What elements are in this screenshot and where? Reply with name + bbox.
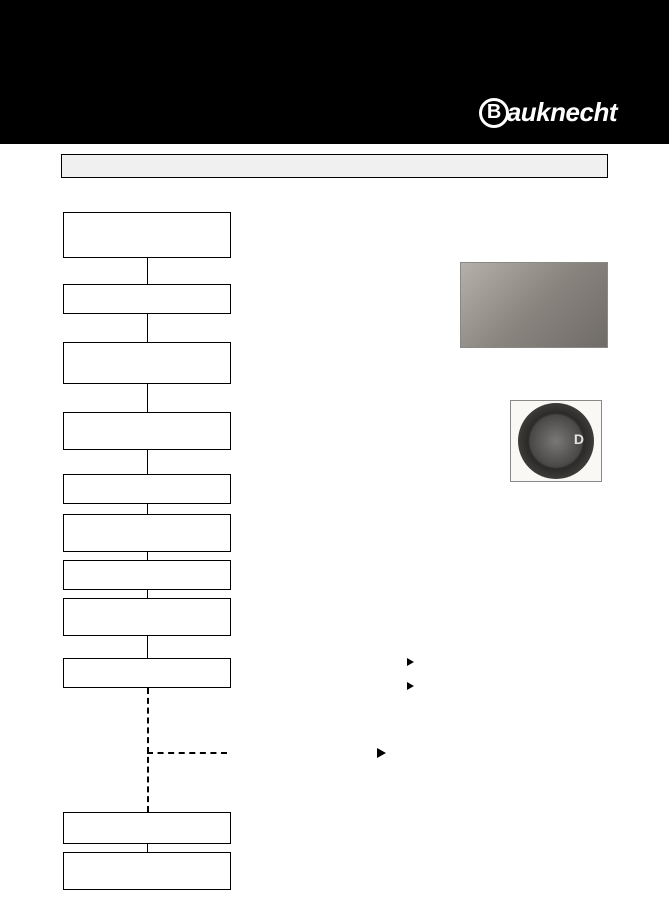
flow-step: [63, 658, 231, 688]
flow-step: [63, 474, 231, 504]
connector-dashed: [147, 688, 149, 812]
connector: [147, 450, 148, 474]
flow-step: [63, 284, 231, 314]
bullet-arrow-icon: [407, 682, 414, 690]
dial-marker: D: [574, 431, 584, 447]
connector-dashed: [147, 752, 227, 754]
flow-step: [63, 598, 231, 636]
connector: [147, 504, 148, 514]
connector: [147, 844, 148, 852]
bullet-arrow-icon: [407, 658, 414, 666]
flow-step: [63, 412, 231, 450]
brand-logo-initial: B: [479, 98, 509, 128]
flowchart: D: [61, 198, 608, 918]
flow-step: [63, 852, 231, 890]
flow-step: [63, 560, 231, 590]
flow-step: [63, 212, 231, 258]
illustration-dial: D: [510, 400, 602, 482]
bullet-arrow-icon: [377, 748, 386, 758]
connector: [147, 314, 148, 342]
content-area: D: [0, 144, 669, 918]
connector: [147, 552, 148, 560]
page-header: Bauknecht: [0, 0, 669, 144]
flow-step: [63, 514, 231, 552]
flow-step: [63, 812, 231, 844]
connector: [147, 258, 148, 284]
title-bar: [61, 154, 608, 178]
flow-step: [63, 342, 231, 384]
brand-logo-rest: auknecht: [507, 97, 617, 128]
illustration-packaging: [460, 262, 608, 348]
connector: [147, 590, 148, 598]
connector: [147, 384, 148, 412]
connector: [147, 636, 148, 658]
brand-logo: Bauknecht: [479, 97, 617, 128]
